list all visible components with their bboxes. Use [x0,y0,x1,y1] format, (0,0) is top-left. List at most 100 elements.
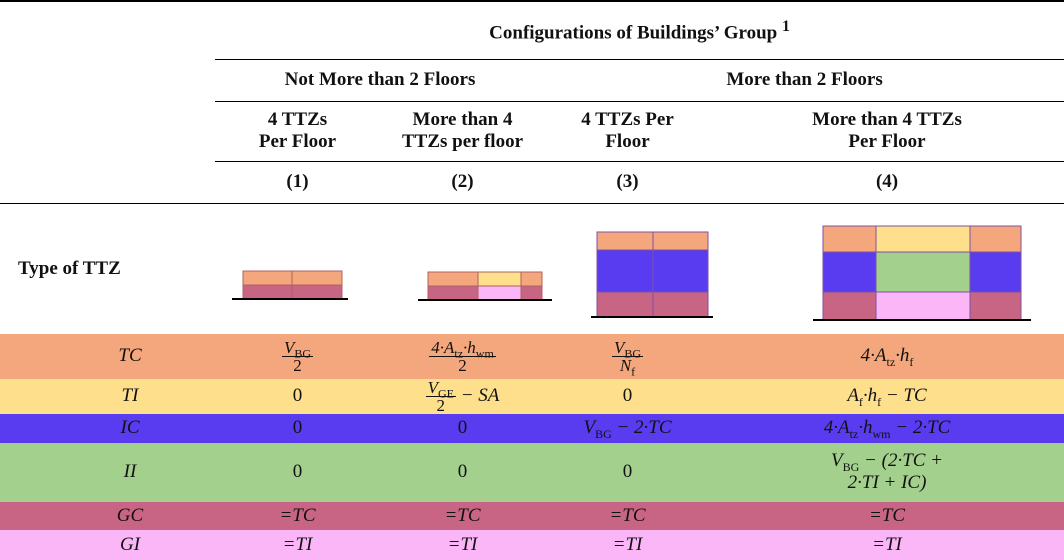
subscript: BG [842,459,860,474]
formula-cell: =TC [215,502,380,530]
formula-line: 0 [215,417,380,439]
math-text: 2 [436,395,446,415]
subscript: BG [624,345,642,360]
diagram [418,271,552,301]
row-label: GC [116,504,144,526]
diagram [813,225,1031,321]
formula-line: VBG Nf [545,339,710,377]
math-text: V [283,337,295,357]
math-text: =TI [447,533,478,555]
math-text: − 2·TC [611,417,672,438]
numerator: VBG [281,337,314,360]
math-text: 2 [293,355,302,375]
column-header-line: Per Floor [258,131,337,152]
formula-cell: =TI [710,530,1064,560]
subscript: f [858,394,863,409]
column-header: More than 4 TTZs Per Floor [710,100,1064,161]
formula-line: =TI [380,534,545,556]
formula-line: 0 [215,385,380,407]
formula-cell: 4·Atz·hwm 2 [380,334,545,379]
numerator: VBG [611,339,644,360]
formula-cell: VGE 2 − SA [380,379,545,414]
fraction: VBG 2 [281,337,314,374]
column-header-line: TTZs per floor [401,131,524,152]
subscript: tz [454,345,464,360]
math-text: 4·A [860,345,887,366]
type-label: Type of TTZ [18,257,121,279]
formula-cell: 0 [380,414,545,443]
formula-line: VBG 2 [215,339,380,374]
formula-cell: VBG − 2·TC [545,414,710,443]
subscript: BG [294,345,312,360]
formula-line: 2·TI + IC) [710,472,1064,494]
column-number: (4) [710,160,1064,203]
subscript: GE [437,385,454,400]
title: Configurations of Buildings’ Group [489,22,778,44]
denominator: 2 [426,397,456,414]
subscript: wm [475,345,494,360]
row-label: IC [120,417,140,438]
math-text: V [583,417,596,438]
math-text: ·h [895,345,910,366]
formula-cell: =TC [710,502,1064,530]
formula-line: =TC [215,505,380,527]
math-text: A [847,385,859,406]
math-text: 4·A [823,417,850,438]
formula-line: 0 [380,461,545,483]
subscript: f [909,354,914,369]
column-header-line: More than 4 [412,109,513,130]
formula-line: =TC [380,505,545,527]
column-header: More than 4 TTZs per floor [380,100,545,161]
formula-cell: =TI [380,530,545,560]
denominator: 2 [429,357,496,374]
row-label: TI [121,385,139,406]
formula-cell: 0 [380,443,545,502]
math-text: − SA [455,384,500,406]
formula-cell: 4·Atz·hf [710,334,1064,379]
math-text: 0 [457,461,468,482]
math-text: − TC [881,385,927,406]
formula-cell: 0 [215,379,380,414]
column-number: (2) [380,160,545,203]
group: More than 2 Floors [545,58,1064,101]
fraction: VGE 2 [425,379,456,414]
formula-cell: =TC [380,502,545,530]
math-text: − (2·TC + [859,450,944,471]
formula-cell: 4·Atz·hwm − 2·TC [710,414,1064,443]
formula-line: =TI [215,534,380,556]
data-row: TC VBG 2 4·Atz·hwm 2 VBG Nf 4·Atz·hf [0,333,1064,379]
math-text: 0 [292,417,303,438]
math-text: =TI [612,533,643,555]
subscript: tz [886,354,896,369]
data-row: II 0 0 0 VBG − (2·TC +2·TI + IC) [0,442,1064,502]
formula-line: =TC [710,505,1064,527]
formula-cell: 0 [215,443,380,502]
math-text: ·h [858,417,873,438]
column-header-line: Per Floor [848,131,926,152]
math-text: 2·TI + IC) [847,472,927,493]
formula-cell: VBG 2 [215,334,380,379]
formula-line: VBG − (2·TC + [710,450,1064,474]
formula-line: =TI [710,534,1064,556]
math-text: V [831,450,843,471]
formula-cell: =TI [545,530,710,560]
formula-line: 0 [380,417,545,439]
math-text: =TI [282,533,313,555]
column-header: 4 TTZs Per Floor [215,100,380,161]
formula-cell: =TC [545,502,710,530]
formula-line: VBG − 2·TC [545,417,710,440]
numerator: VGE [425,379,456,400]
column-number: (1) [215,160,380,203]
formula-line: =TI [545,534,710,556]
row-label: GI [119,533,141,555]
subscript: f [631,363,636,378]
denominator: 2 [282,357,313,374]
data-row: IC 0 0 VBG − 2·TC 4·Atz·hwm − 2·TC [0,413,1064,443]
formula-line: Af·hf − TC [710,385,1064,409]
diagram-cell [380,203,552,334]
column-header-line: 4 TTZs Per [581,109,674,130]
subscript: tz [849,426,859,441]
column-number: (3) [545,160,710,203]
